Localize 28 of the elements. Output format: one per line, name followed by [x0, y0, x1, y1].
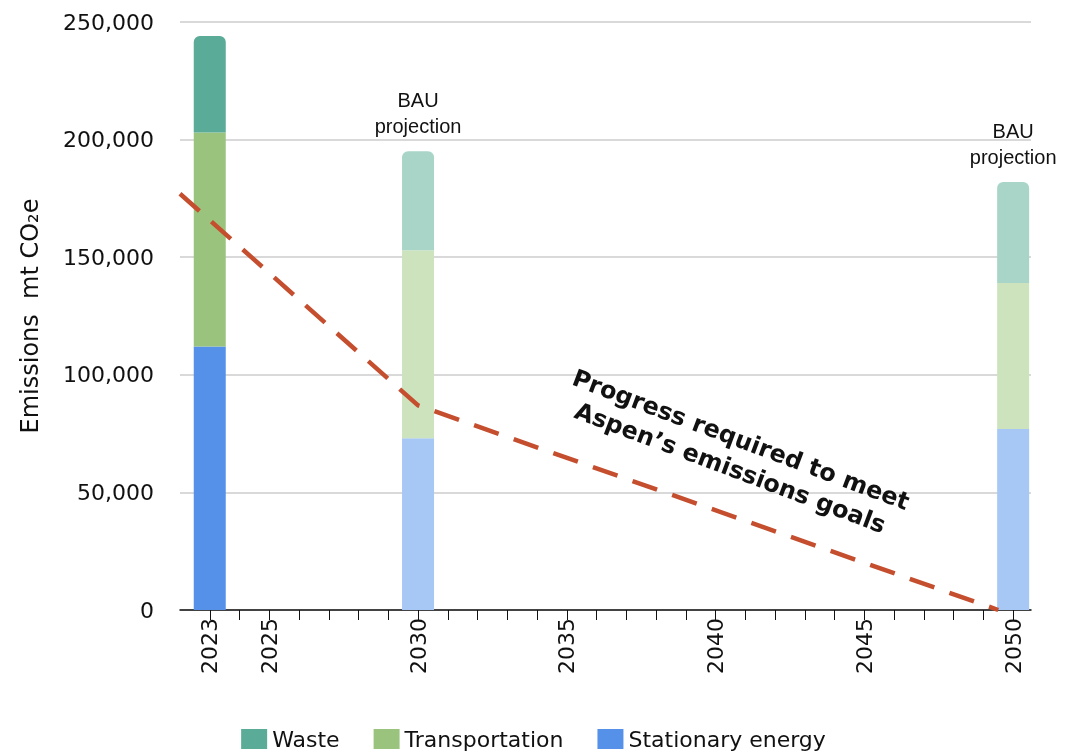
y-tick-label: 50,000	[77, 479, 154, 505]
annotation: BAU projection	[969, 119, 1057, 168]
bar	[997, 283, 1030, 429]
x-tick-label: 2023	[197, 618, 223, 674]
y-tick-label: 150,000	[63, 244, 154, 270]
bar	[402, 250, 435, 439]
annotation: BAU projection	[374, 89, 462, 138]
legend-label: Waste	[272, 726, 340, 752]
x-tick-label: 2050	[1000, 618, 1026, 674]
legend-label: Stationary energy	[628, 726, 826, 752]
x-tick-label: 2035	[554, 618, 580, 674]
y-axis-title: Emissions mt CO₂e	[16, 198, 44, 434]
bar	[997, 181, 1030, 284]
x-tick-label: 2045	[851, 618, 877, 674]
y-tick-label: 100,000	[63, 362, 154, 388]
bar	[997, 428, 1030, 610]
legend-label: Transportation	[403, 726, 564, 752]
bar	[402, 438, 435, 610]
y-tick-label: 0	[140, 597, 154, 623]
bar	[193, 36, 226, 133]
y-tick-label: 250,000	[63, 9, 154, 35]
bar	[193, 346, 226, 610]
bar	[402, 151, 435, 251]
x-tick-label: 2040	[703, 618, 729, 674]
x-tick-label: 2030	[405, 618, 431, 674]
y-tick-label: 200,000	[63, 127, 154, 153]
x-tick-label: 2025	[256, 618, 282, 674]
bar	[193, 132, 226, 347]
